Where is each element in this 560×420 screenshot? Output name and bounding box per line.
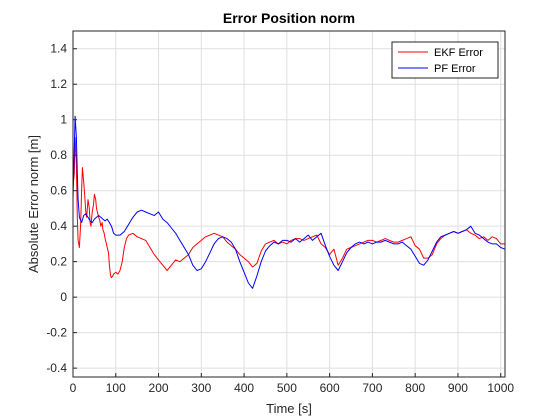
- legend-label-ekf: EKF Error: [434, 47, 483, 59]
- x-tick-label: 600: [320, 381, 340, 395]
- y-tick-label: 1.2: [50, 77, 67, 91]
- x-tick-label: 900: [448, 381, 468, 395]
- x-tick-label: 100: [106, 381, 126, 395]
- legend-box: [391, 41, 499, 79]
- x-tick-label: 500: [277, 381, 297, 395]
- x-tick-label: 0: [70, 381, 77, 395]
- y-tick-label: -0.2: [46, 326, 67, 340]
- x-axis-label: Time [s]: [266, 401, 312, 416]
- y-tick-label: 1: [60, 113, 67, 127]
- series-line-ekf: [72, 137, 505, 279]
- y-tick-label: 0.6: [50, 184, 67, 198]
- x-tick-label: 1000: [487, 381, 514, 395]
- grid: [72, 31, 505, 377]
- x-tick-label: 400: [234, 381, 254, 395]
- x-tick-label: 800: [405, 381, 425, 395]
- y-tick-label: 0: [60, 290, 67, 304]
- x-tick-label: 300: [191, 381, 211, 395]
- series-line-pf: [72, 115, 506, 289]
- series-group: [72, 115, 506, 289]
- legend: EKF Error PF Error: [391, 41, 499, 79]
- x-tick-label: 200: [149, 381, 169, 395]
- y-tick-label: -0.4: [46, 361, 67, 375]
- chart-title: Error Position norm: [223, 10, 355, 26]
- y-tick-label: 0.2: [50, 255, 67, 269]
- x-tick-label: 700: [362, 381, 382, 395]
- y-tick-label: 1.4: [50, 42, 67, 56]
- ticks: 0 100 200 300 400 500 600 700 800 900 1000 -0.4 -0.2…: [46, 42, 514, 395]
- plot-frame: [72, 30, 506, 378]
- y-tick-label: 0.4: [50, 219, 67, 233]
- y-tick-label: 0.8: [50, 148, 67, 162]
- y-axis-label: Absolute Error norm [m]: [26, 135, 41, 273]
- legend-label-pf: PF Error: [434, 63, 476, 75]
